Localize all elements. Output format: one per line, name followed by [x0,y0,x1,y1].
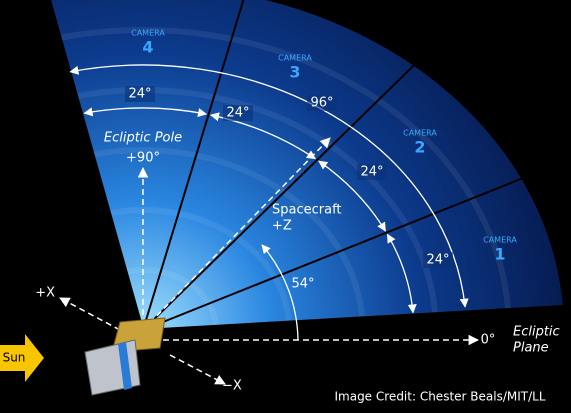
spacecraft-angle: 54° [291,277,314,292]
layer: CAMERA4CAMERA3CAMERA2CAMERA124°24°24°24°… [0,0,570,404]
total-arc [69,64,469,308]
ecliptic-label: Ecliptic [513,325,560,340]
zero-angle: 0° [481,333,496,348]
camera-label: CAMERA [131,29,165,38]
angle-label: 96° [310,96,333,111]
camera-number: 4 [142,38,153,57]
label-bg [223,105,253,121]
plus-x-label: +X [35,286,55,301]
angle-label: 24° [128,87,151,102]
sun-arrow [0,334,44,382]
label-bg [125,86,155,102]
camera-arc [209,112,317,160]
label-bg [357,164,387,180]
sun-label: Sun [3,351,26,365]
plane-label: Plane [513,341,549,356]
angle-label: 24° [360,165,383,180]
x-axis [59,297,121,331]
z-axis [142,137,331,331]
label-bg [307,95,337,111]
camera-arc [318,160,386,232]
minus-x-label: −X [222,379,242,394]
x-axis [169,354,226,385]
camera-arc [83,107,208,118]
camera-label: CAMERA [278,54,312,63]
camera-boundary [142,304,570,331]
image-credit: Image Credit: Chester Beals/MIT/LL [334,390,545,404]
spacecraft-arc [261,244,299,341]
ecliptic-pole-label: Ecliptic Pole [104,131,182,146]
camera-arc [386,233,417,314]
angle-label: 24° [426,253,449,268]
camera-number: 2 [414,138,425,157]
z-label: +Z [272,219,292,234]
pole-angle: +90° [126,151,160,166]
solar-panel-stripe [118,342,132,390]
camera-label: CAMERA [483,236,517,245]
spacecraft-label: Spacecraft [272,203,342,218]
camera-number: 1 [494,245,505,264]
camera-number: 3 [289,63,300,82]
angle-label: 24° [226,106,249,121]
label-bg [423,252,453,268]
camera-label: CAMERA [403,129,437,138]
